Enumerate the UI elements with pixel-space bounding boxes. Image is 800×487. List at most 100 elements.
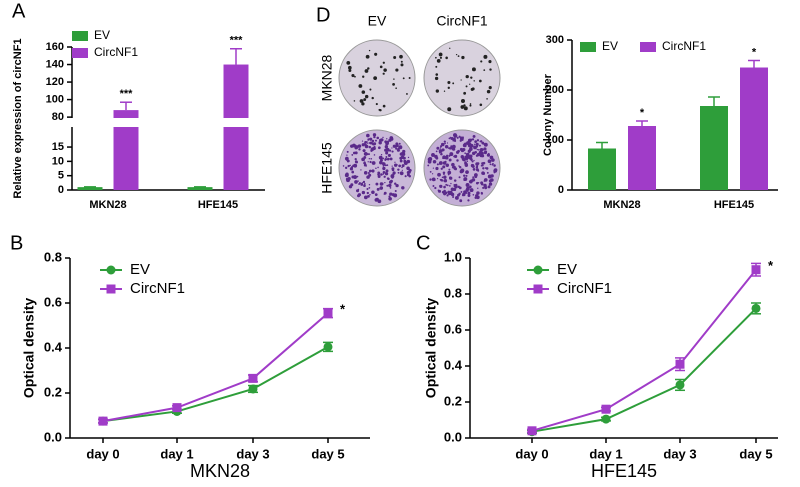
- colony: [475, 142, 479, 146]
- colony: [342, 165, 345, 167]
- bar: [588, 148, 616, 190]
- colony: [434, 186, 437, 190]
- point: [323, 342, 333, 352]
- colony: [488, 182, 493, 186]
- colony: [489, 68, 492, 71]
- colony: [367, 161, 369, 163]
- colony: [395, 68, 399, 72]
- point: [751, 303, 761, 313]
- colony: [454, 134, 458, 138]
- colony: [472, 194, 475, 196]
- colony: [487, 185, 491, 189]
- colony: [368, 186, 371, 189]
- colony: [447, 170, 452, 175]
- colony: [391, 165, 393, 167]
- colony: [386, 164, 389, 167]
- colony: [364, 140, 367, 144]
- colony: [431, 177, 436, 182]
- colony: [475, 154, 479, 157]
- colony: [374, 198, 379, 202]
- colony: [435, 89, 440, 93]
- panel-label: D: [316, 4, 330, 26]
- colony: [435, 166, 439, 171]
- colony: [363, 98, 367, 101]
- colony: [478, 79, 482, 83]
- colony: [441, 142, 445, 147]
- colony: [447, 81, 451, 85]
- colony: [360, 182, 364, 186]
- colony: [462, 147, 466, 152]
- colony: [367, 139, 369, 141]
- colony: [459, 166, 462, 169]
- colony: [387, 153, 391, 157]
- y-tick-label: 120: [46, 76, 64, 88]
- colony: [368, 183, 371, 186]
- colony: [375, 193, 378, 196]
- colony: [373, 135, 376, 139]
- colony: [427, 164, 430, 167]
- colony: [373, 145, 376, 148]
- legend-swatch: [580, 42, 596, 52]
- bar: [187, 187, 213, 190]
- colony: [443, 175, 447, 179]
- colony: [445, 183, 448, 186]
- colony: [408, 77, 411, 80]
- colony: [383, 164, 386, 166]
- legend-label: CircNF1: [130, 280, 185, 297]
- colony: [480, 60, 483, 63]
- colony: [367, 172, 370, 175]
- colony: [402, 149, 406, 154]
- legend-label: EV: [557, 261, 577, 278]
- colony: [443, 192, 447, 196]
- y-tick-label: 10: [52, 155, 64, 167]
- colony: [380, 154, 383, 156]
- colony: [395, 87, 397, 89]
- colony: [470, 138, 472, 141]
- colony: [348, 184, 353, 189]
- colony: [445, 145, 448, 148]
- colony: [456, 136, 459, 139]
- colony: [453, 183, 455, 186]
- colony: [381, 182, 384, 186]
- bar: [113, 127, 139, 190]
- image-column-label: EV: [368, 13, 387, 29]
- colony: [362, 180, 366, 184]
- colony: [352, 143, 356, 148]
- colony: [464, 152, 467, 155]
- colony: [435, 156, 439, 160]
- colony: [452, 195, 455, 198]
- colony: [363, 163, 367, 167]
- colony: [492, 162, 494, 165]
- colony: [389, 157, 393, 161]
- colony: [451, 162, 455, 167]
- colony: [369, 88, 372, 91]
- colony: [364, 94, 369, 99]
- colony: [437, 189, 440, 192]
- colony: [397, 147, 400, 150]
- colony: [366, 175, 370, 179]
- legend-label: EV: [94, 28, 110, 42]
- colony: [400, 60, 403, 63]
- colony: [392, 172, 396, 175]
- colony: [344, 166, 348, 170]
- colony: [476, 162, 480, 165]
- colony: [380, 173, 383, 176]
- colony: [493, 171, 496, 174]
- colony: [490, 174, 494, 178]
- colony: [344, 156, 349, 161]
- colony: [375, 102, 378, 106]
- colony: [467, 194, 471, 197]
- colony: [362, 75, 365, 78]
- colony: [444, 155, 449, 160]
- y-tick-label: 200: [546, 84, 564, 96]
- colony: [447, 86, 450, 89]
- colony: [354, 158, 357, 161]
- colony: [366, 142, 369, 144]
- colony: [465, 188, 469, 192]
- colony: [465, 170, 469, 174]
- colony: [378, 155, 383, 160]
- colony: [488, 179, 492, 183]
- colony: [469, 179, 474, 183]
- legend-label: CircNF1: [662, 39, 706, 53]
- x-tick-label: HFE145: [198, 199, 238, 211]
